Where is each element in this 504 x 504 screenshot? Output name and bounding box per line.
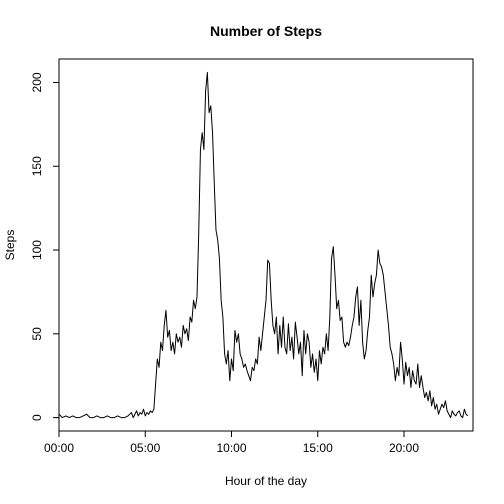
y-tick-label: 200: [30, 72, 44, 92]
y-tick-label: 150: [30, 156, 44, 176]
x-axis-label: Hour of the day: [225, 474, 307, 488]
y-tick-label: 50: [30, 327, 44, 341]
plot-frame: [58, 58, 474, 432]
x-tick-label: 15:00: [303, 441, 333, 455]
x-tick-label: 10:00: [216, 441, 246, 455]
x-tick-label: 20:00: [389, 441, 419, 455]
series-line-steps: [58, 71, 469, 419]
x-tick-label: 05:00: [130, 441, 160, 455]
y-tick-label: 100: [30, 240, 44, 260]
y-axis-label: Steps: [3, 230, 17, 261]
chart-title: Number of Steps: [210, 23, 322, 39]
y-tick-label: 0: [30, 414, 44, 421]
y-axis: 0 50 100 150 200: [30, 72, 60, 421]
x-axis: 00:00 05:00 10:00 15:00 20:00: [44, 430, 419, 455]
x-tick-label: 00:00: [44, 441, 74, 455]
